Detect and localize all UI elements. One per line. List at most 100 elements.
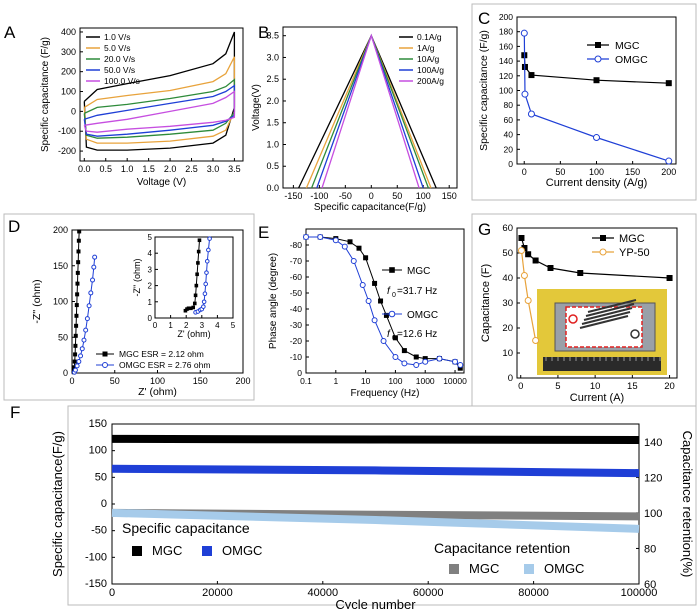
inset-marker <box>194 283 199 288</box>
x-axis-label: Current density (A/g) <box>546 177 647 189</box>
x-axis-label: Frequency (Hz) <box>351 388 420 399</box>
panel-c-border <box>471 3 697 201</box>
y-tick-label: 1.0 <box>266 139 279 149</box>
x-axis-label: Specific capacitance(F/g) <box>314 202 426 213</box>
y-tick-label: -50 <box>91 525 107 537</box>
nyquist-marker <box>73 343 78 348</box>
nyquist-marker <box>72 365 77 370</box>
photo-electrode-stack <box>587 299 637 313</box>
y-axis-label: Specific capacitance (F/g) <box>40 37 51 152</box>
y-tick-label: 180 <box>499 27 513 37</box>
y-tick-label: 40 <box>504 130 514 140</box>
panel-a: 0.0 0.5 1.0 1.5 2.0 2.5 3.0 3.5 -200 -100 0 100 200 3… <box>40 27 244 188</box>
y-tick-label: -100 <box>85 551 107 563</box>
photo-electrode-stack <box>581 311 631 325</box>
nyquist-marker <box>92 254 98 260</box>
y-tick-label: -10 <box>290 352 303 362</box>
y-tick-label: 20 <box>502 323 513 334</box>
annotation-freq-1: =12.6 Hz <box>397 329 437 340</box>
power-marker <box>525 251 532 258</box>
y2-tick-label: 120 <box>644 472 662 484</box>
nyquist-marker <box>72 359 77 364</box>
y-tick-label: 200 <box>61 67 76 77</box>
nyquist-marker <box>75 270 80 275</box>
y-tick-label: -60 <box>290 272 303 282</box>
annotation-f: f <box>387 286 391 297</box>
power-marker <box>532 257 539 264</box>
x-tick-label: 4 <box>215 321 220 330</box>
y-tick-label: 0 <box>148 314 153 323</box>
x-tick-label: 1.0 <box>121 164 134 174</box>
y-tick-label: 300 <box>61 47 76 57</box>
y-tick-label: 2 <box>148 282 153 291</box>
nyquist-marker <box>76 359 82 365</box>
x-tick-label: 150 <box>442 191 457 201</box>
power-marker <box>517 247 525 254</box>
nyquist-marker <box>88 290 94 296</box>
inset-marker <box>201 299 207 305</box>
cv-curve-2 <box>83 78 236 139</box>
x-tick-label: 150 <box>193 376 208 386</box>
rate-line-1 <box>523 33 669 162</box>
device-photo <box>537 289 667 375</box>
legend-label-e-1: OMGC <box>407 310 438 321</box>
legend-swatch <box>132 546 142 556</box>
panel-letter-F: F <box>10 403 20 422</box>
bode-marker <box>392 335 398 341</box>
photo-electrode-stack <box>583 307 633 321</box>
legend-label-b-0: 0.1A/g <box>417 32 442 42</box>
y-tick-label: 50 <box>502 248 513 259</box>
plot-frame <box>305 228 465 374</box>
legend-label-b-1: 1A/g <box>417 43 435 53</box>
bode-marker <box>383 312 389 318</box>
x-tick-label: 0 <box>369 191 374 201</box>
y-tick-label: 0 <box>297 368 302 378</box>
legend-marker <box>388 310 396 318</box>
inset-marker <box>192 301 197 306</box>
x-tick-label: 80000 <box>518 587 549 599</box>
plot-frame <box>79 27 244 162</box>
y2-tick-label: 140 <box>644 437 662 449</box>
inset-marker <box>193 293 198 298</box>
power-line-1 <box>520 250 537 341</box>
x-tick-label: -50 <box>339 191 352 201</box>
inset-marker <box>206 247 211 253</box>
legend-label-c-0: MGC <box>615 40 640 52</box>
legend-marker <box>594 55 602 63</box>
power-marker <box>520 272 528 279</box>
cv-curve-4 <box>83 90 236 133</box>
panel-c: 0 50 100 150 200 0 20 40 60 80 100 120 140 160 180 200 C… <box>471 3 697 201</box>
photo-plus-terminal <box>568 314 578 324</box>
bode-marker <box>436 355 443 362</box>
legend-label-f-1: OMGC <box>222 543 262 558</box>
inset-frame <box>154 236 234 319</box>
y-axis-label: Specific capacitance(F/g) <box>50 431 65 577</box>
panel-letter-G: G <box>478 220 491 239</box>
bode-line-1 <box>306 236 461 366</box>
inset-marker <box>207 236 212 241</box>
plot-frame <box>111 423 640 585</box>
y2-axis-label: Capacitance retention(%) <box>680 431 695 578</box>
x-tick-label: 10000 <box>443 376 467 386</box>
y-axis-label: Voltage(V) <box>251 84 262 131</box>
annotation-subscript: 0 <box>392 292 396 299</box>
y-tick-label: -20 <box>290 336 303 346</box>
photo-ruler <box>543 357 661 371</box>
x-tick-label: 0 <box>518 381 523 392</box>
y-tick-label: 120 <box>499 71 513 81</box>
x-tick-label: 1 <box>168 321 173 330</box>
y-axis-label: -Z'' (ohm) <box>31 279 43 323</box>
inset-marker <box>202 291 208 297</box>
y-tick-label: 3 <box>148 265 153 274</box>
rate-marker <box>527 110 535 118</box>
bode-marker <box>452 358 459 365</box>
x-tick-label: -150 <box>284 191 302 201</box>
legend-label-g-1: YP-50 <box>619 247 650 259</box>
power-marker <box>532 337 540 344</box>
y-tick-label: 150 <box>89 418 107 430</box>
legend-swatch <box>524 564 534 574</box>
y-tick-label: 400 <box>61 27 76 37</box>
panel-letter-C: C <box>478 9 490 28</box>
legend-label-a-0: 1.0 V/s <box>104 32 130 42</box>
